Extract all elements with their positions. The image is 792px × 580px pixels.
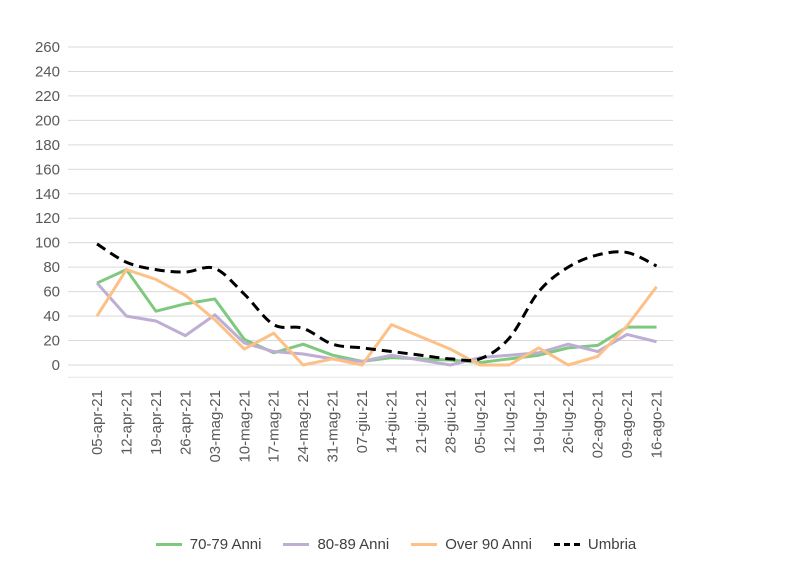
series-lines bbox=[95, 242, 658, 367]
x-tick-label: 31-mag-21 bbox=[325, 390, 342, 463]
legend-swatch bbox=[411, 543, 438, 546]
x-tick-label: 16-ago-21 bbox=[649, 390, 666, 458]
x-tick-label: 26-apr-21 bbox=[177, 390, 194, 455]
x-tick-label: 21-giu-21 bbox=[413, 390, 430, 453]
legend-swatch bbox=[155, 543, 182, 546]
gridlines bbox=[68, 46, 673, 378]
y-tick-label: 220 bbox=[35, 88, 60, 105]
x-axis: 05-apr-21 12-apr-21 19-apr-21 26-apr-21 03-m… bbox=[89, 390, 666, 463]
x-tick-label: 19-apr-21 bbox=[148, 390, 165, 455]
y-tick-label: 240 bbox=[35, 63, 60, 80]
x-tick-label: 05-lug-21 bbox=[472, 390, 489, 453]
x-tick-label: 28-giu-21 bbox=[442, 390, 459, 453]
series-line-over-90-anni bbox=[95, 268, 658, 367]
y-tick-label: 120 bbox=[35, 210, 60, 227]
x-tick-label: 03-mag-21 bbox=[207, 390, 224, 463]
y-tick-label: 80 bbox=[43, 259, 60, 276]
x-tick-label: 09-ago-21 bbox=[619, 390, 636, 458]
y-tick-label: 140 bbox=[35, 186, 60, 203]
legend-item: 80-89 Anni bbox=[283, 536, 389, 553]
x-tick-label: 07-giu-21 bbox=[354, 390, 371, 453]
y-tick-label: 40 bbox=[43, 308, 60, 325]
x-tick-label: 10-mag-21 bbox=[236, 390, 253, 463]
series-line-80-89-anni bbox=[95, 282, 657, 367]
x-tick-label: 12-lug-21 bbox=[501, 390, 518, 453]
y-tick-label: 20 bbox=[43, 333, 60, 350]
legend-swatch bbox=[553, 543, 580, 546]
y-tick-label: 60 bbox=[43, 284, 60, 301]
y-tick-label: 0 bbox=[52, 357, 60, 374]
legend-item: 70-79 Anni bbox=[155, 536, 262, 553]
x-tick-label: 12-apr-21 bbox=[118, 390, 135, 455]
y-tick-label: 200 bbox=[35, 112, 60, 129]
legend-label: 80-89 Anni bbox=[317, 536, 390, 553]
x-tick-label: 17-mag-21 bbox=[266, 390, 283, 463]
legend-item: Umbria bbox=[553, 536, 637, 553]
y-axis: 0 20 40 60 80 100 120 140 160 180 200 220 240 260 bbox=[35, 39, 60, 374]
x-tick-label: 24-mag-21 bbox=[295, 390, 312, 463]
x-tick-label: 05-apr-21 bbox=[89, 390, 106, 455]
y-tick-label: 260 bbox=[35, 39, 60, 56]
legend-label: Over 90 Anni bbox=[445, 536, 532, 553]
y-tick-label: 180 bbox=[35, 137, 60, 154]
x-tick-label: 26-lug-21 bbox=[560, 390, 577, 453]
legend-item: Over 90 Anni bbox=[411, 536, 532, 553]
y-tick-label: 100 bbox=[35, 235, 60, 252]
y-tick-label: 160 bbox=[35, 161, 60, 178]
legend: 70-79 Anni 80-89 Anni Over 90 Anni Umbria bbox=[0, 536, 792, 553]
legend-swatch bbox=[283, 543, 310, 546]
legend-label: Umbria bbox=[587, 536, 637, 553]
x-tick-label: 19-lug-21 bbox=[531, 390, 548, 453]
series-line-umbria bbox=[96, 242, 658, 363]
line-chart: 0 20 40 60 80 100 120 140 160 180 200 220 240 260 05-… bbox=[35, 39, 673, 463]
legend-label: 70-79 Anni bbox=[189, 536, 262, 553]
x-tick-label: 14-giu-21 bbox=[384, 390, 401, 453]
x-tick-label: 02-ago-21 bbox=[590, 390, 607, 458]
